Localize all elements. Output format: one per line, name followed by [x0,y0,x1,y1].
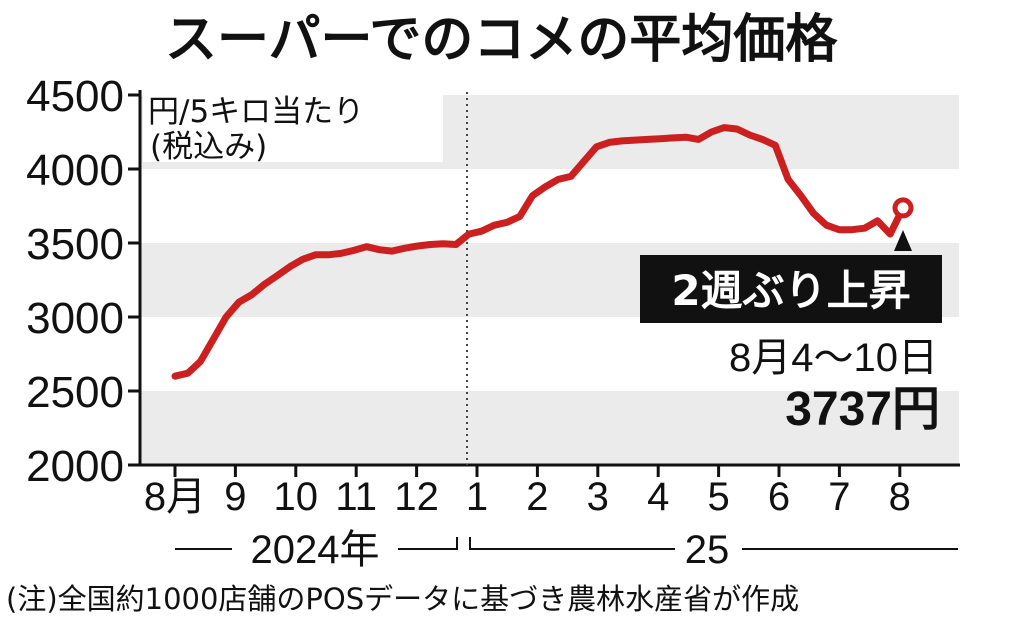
y-tick-label: 4000 [26,146,124,195]
callout-text: 2週ぶり上昇 [671,266,910,315]
y-tick-label: 2500 [26,368,124,417]
year-label-2025: 25 [685,528,730,572]
x-tick-label: 7 [828,475,850,519]
x-tick-label: 11 [335,475,377,519]
year-2024-bracket: 2024年 [175,528,458,572]
x-tick-label: 1 [466,475,488,519]
x-tick-label: 8 [889,475,911,519]
x-tick-label: 3 [587,475,609,519]
y-tick-label: 3000 [26,294,124,343]
x-tick-label: 2 [526,475,548,519]
y-tick-label: 2000 [26,442,124,491]
y-tick-label: 3500 [26,220,124,269]
callout: 2週ぶり上昇 [640,230,942,323]
series-line [171,124,907,380]
y-axis-ticks: 4500 4000 3500 3000 2500 2000 [26,72,140,491]
x-tick-label: 10 [274,475,319,519]
year-2025-bracket: 25 [469,528,958,572]
callout-box [640,255,942,323]
unit-label-background [143,92,443,162]
x-tick-label: 12 [394,475,439,519]
unit-label-line1: 円/5キロ当たり [148,94,364,130]
x-axis-ticks: 8月 9 10 11 12 1 2 3 4 5 6 7 8 [144,465,911,519]
unit-label-line2: (税込み) [150,129,267,165]
x-tick-label: 5 [707,475,729,519]
x-tick-label: 4 [647,475,669,519]
x-tick-label: 6 [768,475,790,519]
source-note: (注)全国約1000店舗のPOSデータに基づき農林水産省が作成 [6,582,799,616]
grid-band [141,391,959,465]
x-tick-label: 8月 [144,475,206,519]
callout-pointer [894,230,912,251]
year-label-2024: 2024年 [251,528,380,572]
latest-point-marker [892,197,914,219]
unit-label: 円/5キロ当たり (税込み) [143,92,443,165]
annotation-value: 3737円 [785,383,940,436]
y-tick-label: 4500 [26,72,124,121]
annotation-date: 8月4～10日 [729,336,938,380]
x-tick-label: 9 [224,475,246,519]
chart-title: スーパーでのコメの平均価格 [165,10,838,70]
